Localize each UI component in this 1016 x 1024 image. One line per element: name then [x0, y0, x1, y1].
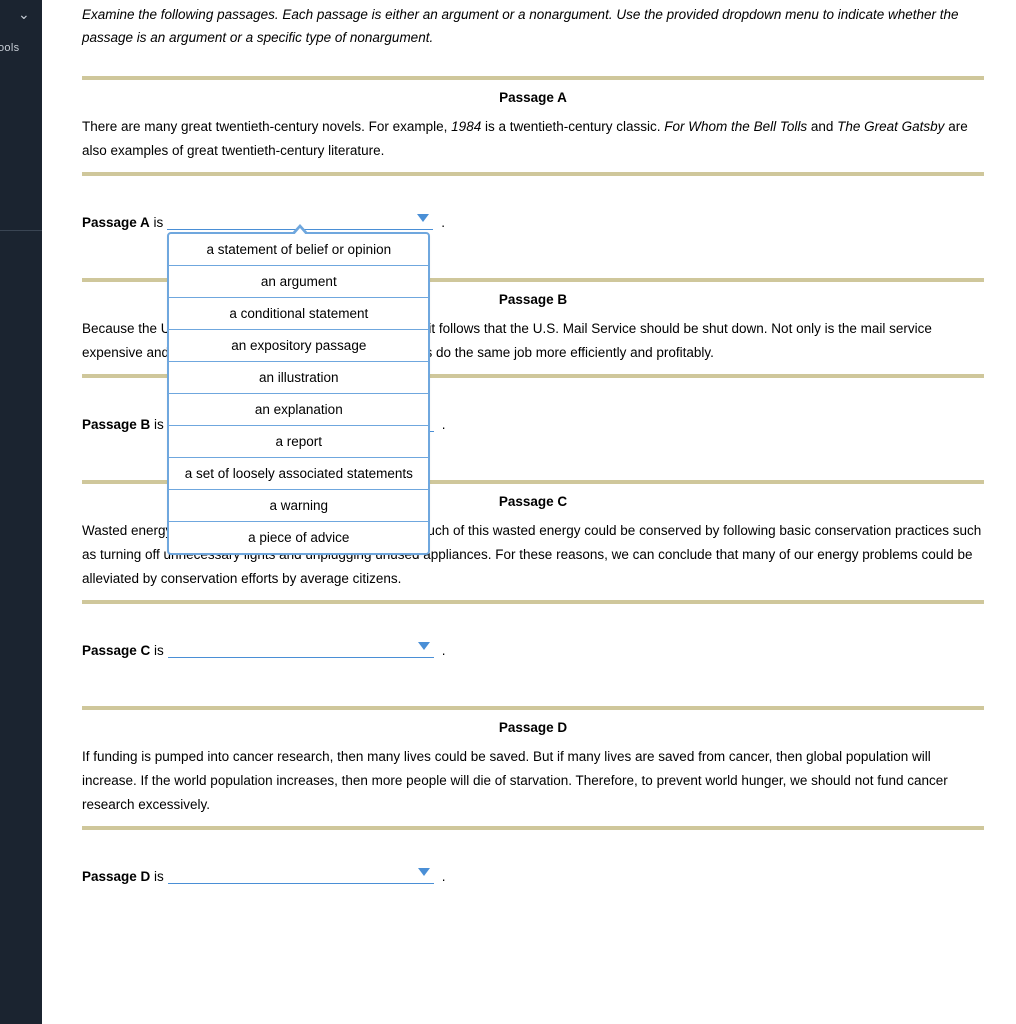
passage-rule	[82, 600, 984, 604]
answer-prefix-rest: is	[150, 417, 164, 432]
passage-d-block: Passage D If funding is pumped into canc…	[82, 706, 984, 830]
answer-prefix-rest: is	[150, 215, 164, 230]
dropdown-option[interactable]: a conditional statement	[169, 298, 428, 330]
passage-d-dropdown[interactable]	[168, 864, 434, 884]
period: .	[442, 869, 446, 884]
caret-down-icon	[418, 642, 430, 650]
answer-prefix-rest: is	[150, 643, 164, 658]
passage-rule	[82, 706, 984, 710]
text-part: and	[807, 119, 837, 134]
dropdown-option[interactable]: an argument	[169, 266, 428, 298]
text-part: There are many great twentieth-century n…	[82, 119, 451, 134]
answer-prefix-rest: is	[150, 869, 164, 884]
answer-prefix-bold: Passage D	[82, 869, 150, 884]
chevron-down-icon[interactable]: ⌄	[18, 6, 30, 23]
book-title: For Whom the Bell Tolls	[664, 119, 807, 134]
passage-c-answer-row: Passage C is .	[82, 638, 984, 658]
caret-down-icon	[418, 868, 430, 876]
dropdown-option[interactable]: a warning	[169, 490, 428, 522]
caret-down-icon	[417, 214, 429, 222]
period: .	[442, 643, 446, 658]
book-title: 1984	[451, 119, 481, 134]
passage-a-answer-row: Passage A is a statement of belief or op…	[82, 210, 984, 230]
answer-prefix: Passage B is	[82, 417, 164, 432]
sidebar: ⌄ ools	[0, 0, 42, 1024]
passage-rule	[82, 172, 984, 176]
passage-a-block: Passage A There are many great twentieth…	[82, 76, 984, 176]
answer-prefix: Passage C is	[82, 643, 164, 658]
passage-d-answer-row: Passage D is .	[82, 864, 984, 884]
sidebar-label-partial[interactable]: ools	[0, 42, 19, 54]
passage-a-dropdown[interactable]: a statement of belief or opinion an argu…	[167, 210, 433, 230]
answer-prefix: Passage A is	[82, 215, 163, 230]
answer-prefix-bold: Passage C	[82, 643, 150, 658]
sidebar-divider	[0, 230, 42, 231]
text-part: is a twentieth-century classic.	[481, 119, 664, 134]
dropdown-menu: a statement of belief or opinion an argu…	[167, 232, 430, 555]
dropdown-option[interactable]: a report	[169, 426, 428, 458]
dropdown-option[interactable]: a piece of advice	[169, 522, 428, 553]
passage-a-text: There are many great twentieth-century n…	[82, 115, 984, 162]
answer-prefix: Passage D is	[82, 869, 164, 884]
passage-c-dropdown[interactable]	[168, 638, 434, 658]
passage-d-title: Passage D	[82, 720, 984, 735]
passage-rule	[82, 76, 984, 80]
answer-prefix-bold: Passage A	[82, 215, 150, 230]
dropdown-option[interactable]: an expository passage	[169, 330, 428, 362]
book-title: The Great Gatsby	[837, 119, 944, 134]
passage-d-text: If funding is pumped into cancer researc…	[82, 745, 984, 816]
passage-a-title: Passage A	[82, 90, 984, 105]
passage-rule	[82, 826, 984, 830]
answer-prefix-bold: Passage B	[82, 417, 150, 432]
dropdown-option[interactable]: an illustration	[169, 362, 428, 394]
period: .	[441, 215, 445, 230]
dropdown-option[interactable]: an explanation	[169, 394, 428, 426]
dropdown-option[interactable]: a statement of belief or opinion	[169, 234, 428, 266]
main-content: Examine the following passages. Each pas…	[42, 0, 1016, 1024]
period: .	[442, 417, 446, 432]
dropdown-option[interactable]: a set of loosely associated statements	[169, 458, 428, 490]
instructions-text: Examine the following passages. Each pas…	[82, 4, 984, 50]
